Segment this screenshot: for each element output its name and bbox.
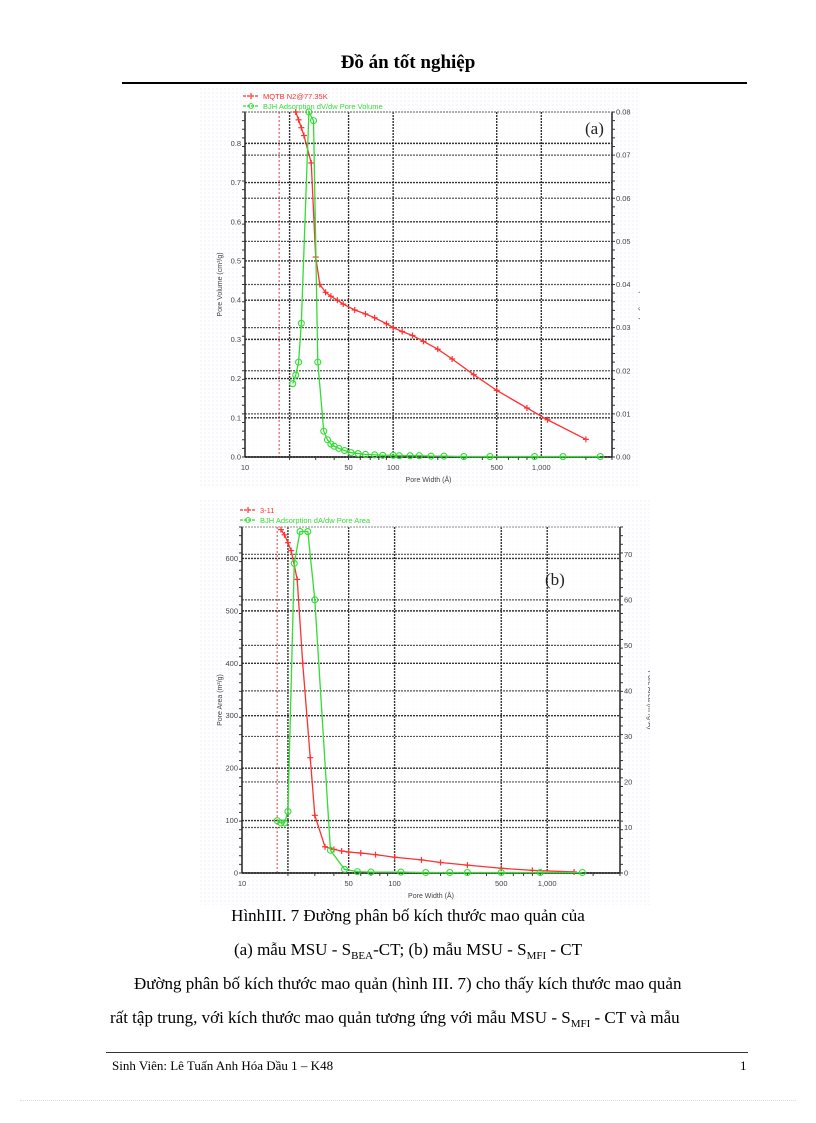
svg-text:0.05: 0.05	[616, 237, 631, 246]
svg-text:0.0: 0.0	[231, 453, 241, 462]
svg-text:Pore Area (m²/g·Å): Pore Area (m²/g·Å)	[646, 671, 650, 730]
body-text: rất tập trung, với kích thước mao quản t…	[110, 1008, 571, 1027]
svg-text:500: 500	[490, 463, 503, 472]
svg-text:400: 400	[225, 659, 238, 668]
caption-text: (a) mẫu MSU - S	[233, 940, 352, 959]
svg-text:0.2: 0.2	[231, 374, 241, 383]
svg-text:Pore Width (Å): Pore Width (Å)	[406, 475, 452, 484]
svg-text:(a): (a)	[585, 119, 604, 138]
header-divider	[122, 82, 747, 84]
svg-text:3-11: 3-11	[260, 506, 274, 515]
svg-text:10: 10	[241, 463, 249, 472]
svg-text:0.02: 0.02	[616, 366, 631, 375]
svg-text:1,000: 1,000	[538, 879, 557, 888]
svg-text:50: 50	[344, 463, 352, 472]
svg-text:0.08: 0.08	[616, 108, 631, 117]
svg-text:0.00: 0.00	[616, 453, 631, 462]
svg-text:Pore Volume (cm³/g): Pore Volume (cm³/g)	[217, 252, 224, 316]
body-paragraph-line1: Đường phân bố kích thước mao quản (hình …	[134, 974, 682, 993]
header-title: Đồ án tốt nghiệp	[340, 52, 476, 73]
svg-text:10: 10	[238, 879, 246, 888]
svg-text:0.8: 0.8	[231, 139, 241, 148]
svg-text:1,000: 1,000	[532, 463, 551, 472]
svg-text:10: 10	[624, 823, 632, 832]
svg-text:0.7: 0.7	[231, 178, 241, 187]
figure-caption-line1: HìnhIII. 7 Đường phân bố kích thước mao …	[231, 906, 585, 925]
svg-text:100: 100	[388, 879, 401, 888]
svg-text:30: 30	[624, 732, 632, 741]
figure-caption-line2: (a) mẫu MSU - SBEA-CT; (b) mẫu MSU - SMF…	[0, 940, 816, 962]
caption-text: -CT; (b) mẫu MSU - S	[373, 940, 527, 959]
body-subscript: MFI	[570, 1018, 591, 1030]
svg-text:100: 100	[225, 816, 238, 825]
svg-text:0.6: 0.6	[231, 217, 241, 226]
svg-text:Pore Width (Å): Pore Width (Å)	[408, 891, 454, 900]
svg-text:BJH Adsorption dA/dw Pore Area: BJH Adsorption dA/dw Pore Area	[260, 516, 371, 525]
svg-text:600: 600	[225, 554, 238, 563]
svg-text:Pore Area (m²/g): Pore Area (m²/g)	[217, 674, 224, 726]
svg-text:MQTB N2@77.35K: MQTB N2@77.35K	[263, 92, 328, 101]
svg-text:(b): (b)	[545, 570, 565, 589]
svg-text:0.4: 0.4	[231, 296, 241, 305]
footer-divider	[106, 1052, 748, 1053]
svg-text:60: 60	[624, 595, 632, 604]
svg-text:40: 40	[624, 686, 632, 695]
svg-text:0: 0	[624, 869, 628, 878]
footer-page-number: 1	[740, 1058, 747, 1073]
caption-text: - CT	[546, 940, 583, 959]
svg-text:500: 500	[495, 879, 508, 888]
svg-text:0.06: 0.06	[616, 194, 631, 203]
footer-author: Sinh Viên: Lê Tuấn Anh Hóa Dầu 1 – K48	[112, 1058, 334, 1073]
svg-text:BJH Adsorption dV/dw Pore Volu: BJH Adsorption dV/dw Pore Volume	[263, 102, 383, 111]
svg-text:0.04: 0.04	[616, 280, 631, 289]
body-text: - CT và mẫu	[590, 1008, 680, 1027]
svg-text:50: 50	[344, 879, 352, 888]
svg-text:200: 200	[225, 764, 238, 773]
svg-text:0.1: 0.1	[231, 413, 241, 422]
svg-text:0.03: 0.03	[616, 323, 631, 332]
svg-text:0.01: 0.01	[616, 409, 631, 418]
svg-text:50: 50	[624, 641, 632, 650]
chart-a-pore-volume: 0.0 0.1 0.2 0.3 0.4 0.5 0.6 0.7 0.8 0.00 0.01 0.02 0…	[200, 88, 640, 488]
svg-text:20: 20	[624, 777, 632, 786]
svg-text:Pore Volume (cm³/g·Å): Pore Volume (cm³/g·Å)	[638, 249, 640, 320]
svg-text:100: 100	[387, 463, 400, 472]
svg-text:0: 0	[234, 869, 238, 878]
chart-b-pore-area: 0 100 200 300 400 500 600 0 10 20 30 40 50 60 70 10 50 10…	[200, 500, 650, 905]
svg-text:0.07: 0.07	[616, 151, 631, 160]
body-paragraph-line2: rất tập trung, với kích thước mao quản t…	[110, 1008, 680, 1030]
svg-text:70: 70	[624, 550, 632, 559]
svg-text:300: 300	[225, 711, 238, 720]
svg-text:0.5: 0.5	[231, 256, 241, 265]
caption-subscript: MFI	[526, 950, 547, 962]
caption-subscript: BEA	[351, 950, 374, 962]
svg-text:0.3: 0.3	[231, 335, 241, 344]
page-bottom-dotted-line	[20, 1100, 796, 1101]
svg-text:500: 500	[225, 606, 238, 615]
